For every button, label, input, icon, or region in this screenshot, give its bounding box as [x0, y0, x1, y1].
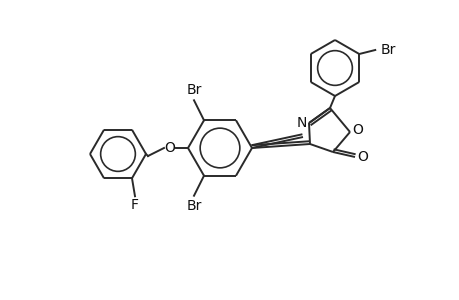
- Text: Br: Br: [380, 43, 395, 57]
- Text: O: O: [164, 141, 175, 155]
- Text: Br: Br: [186, 199, 201, 213]
- Text: O: O: [352, 123, 363, 137]
- Text: Br: Br: [186, 83, 201, 97]
- Text: N: N: [296, 116, 307, 130]
- Text: O: O: [357, 150, 368, 164]
- Text: F: F: [131, 198, 139, 212]
